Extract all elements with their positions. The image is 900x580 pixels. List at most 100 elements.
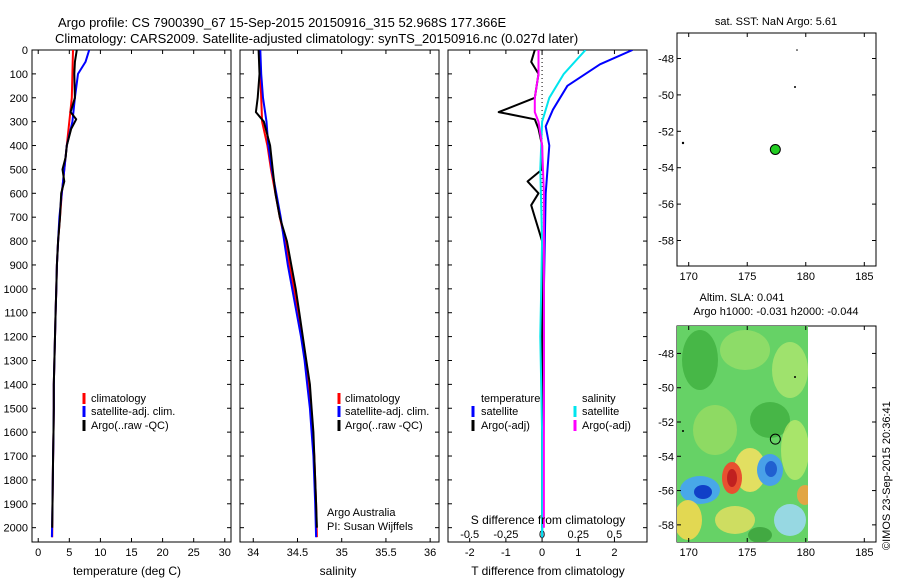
map-y-tick-label: -48: [658, 348, 674, 360]
y-tick-label: 1200: [4, 332, 28, 344]
legend-label: Argo(..raw -QC): [345, 420, 423, 432]
argo-position-marker: [769, 433, 781, 445]
sla-map-subtitle: Argo h1000: -0.031 h2000: -0.044: [693, 306, 858, 318]
sla-heatmap: [677, 326, 808, 542]
map-y-tick-label: -48: [658, 53, 674, 65]
series-salinity-argo-adj-: [533, 50, 545, 528]
y-tick-label: 300: [10, 117, 28, 129]
difference-legend: temperature satellite Argo(-adj) salinit…: [471, 393, 631, 432]
map-markers: [769, 144, 781, 445]
x-tick-label: -2: [465, 547, 475, 559]
x-tick-label: 2: [611, 547, 617, 559]
y-tick-label: 1300: [4, 355, 28, 367]
series-temperature-argo-adj-: [497, 50, 544, 528]
y-tick-label: 1100: [4, 308, 28, 320]
y-tick-label: 100: [10, 69, 28, 81]
series-climatology: [258, 50, 318, 538]
y-tick-label: 900: [10, 260, 28, 272]
map-x-tick-label: 175: [738, 271, 756, 283]
legend-label: satellite: [582, 406, 619, 418]
x-tick-label: 1: [575, 547, 581, 559]
y-tick-label: 400: [10, 141, 28, 153]
legend-heading-temperature: temperature: [481, 393, 540, 405]
map-dot: [682, 430, 684, 432]
map-y-tick-label: -50: [658, 90, 674, 102]
temperature-legend: climatology satellite-adj. clim. Argo(..…: [82, 393, 175, 432]
map-y-tick-label: -58: [658, 236, 674, 248]
x-tick-label: 34: [247, 547, 259, 559]
legend-label: climatology: [91, 393, 147, 405]
header-line1: Argo profile: CS 7900390_67 15-Sep-2015 …: [58, 15, 506, 30]
x-tick-label: 10: [94, 547, 106, 559]
temperature-axes: [31, 49, 232, 543]
y-tick-label: 1600: [4, 427, 28, 439]
x-tick-label: 0: [539, 547, 545, 559]
y-tick-label: 1500: [4, 403, 28, 415]
s-difference-label: S difference from climatology: [471, 513, 626, 527]
map-x-tick-label: 180: [797, 271, 815, 283]
legend-label: satellite-adj. clim.: [91, 406, 175, 418]
map-y-tick-label: -56: [658, 199, 674, 211]
x-tick-label: 35: [336, 547, 348, 559]
data-series: [50, 50, 633, 538]
panel-series: [254, 50, 318, 538]
x-tick-label: 36: [424, 547, 436, 559]
sst-map-title: sat. SST: NaN Argo: 5.61: [715, 16, 837, 28]
sst-map-axes: [676, 32, 877, 267]
legend-label: climatology: [345, 393, 401, 405]
legend-label: Argo(..raw -QC): [91, 420, 169, 432]
map-x-tick-label: 185: [855, 271, 873, 283]
map-x-tick-label: 170: [680, 271, 698, 283]
y-tick-label: 200: [10, 93, 28, 105]
y-tick-label: 1000: [4, 284, 28, 296]
sla-map-title: Altim. SLA: 0.041: [700, 292, 785, 304]
map-x-tick-label: 175: [738, 547, 756, 559]
s-tick-label: -0.25: [493, 529, 518, 541]
map-y-tick-label: -50: [658, 383, 674, 395]
map-dot: [794, 86, 796, 88]
y-tick-label: 600: [10, 188, 28, 200]
series-satellite-adj-clim-: [259, 50, 318, 538]
y-tick-label: 700: [10, 212, 28, 224]
salinity-xlabel: salinity: [320, 564, 357, 578]
series-satellite-adj-clim-: [50, 50, 91, 538]
x-tick-label: 35.5: [375, 547, 396, 559]
panel-series: [50, 50, 91, 538]
map-y-tick-label: -52: [658, 126, 674, 138]
watermark: ©IMOS 23-Sep-2015 20:36:41: [881, 401, 893, 550]
series-argo-raw-qc-: [51, 50, 78, 528]
annotation-pi: PI: Susan Wijffels: [327, 521, 413, 533]
map-dot: [794, 376, 796, 378]
x-tick-label: 20: [156, 547, 168, 559]
temperature-xlabel: temperature (deg C): [73, 564, 181, 578]
s-tick-label: -0.5: [460, 529, 479, 541]
map-x-tick-label: 180: [797, 547, 815, 559]
x-tick-label: 25: [188, 547, 200, 559]
map-y-tick-label: -58: [658, 520, 674, 532]
panel-series: [497, 50, 633, 538]
x-tick-label: 5: [66, 547, 72, 559]
annotation-institution: Argo Australia: [327, 507, 396, 519]
y-tick-label: 800: [10, 236, 28, 248]
salinity-axes: [239, 49, 440, 543]
argo-position-marker: [769, 144, 781, 155]
x-tick-label: 34.5: [287, 547, 308, 559]
series-salinity-satellite: [539, 50, 587, 538]
s-tick-label: 0.5: [607, 529, 622, 541]
difference-xlabel: T difference from climatology: [471, 564, 625, 578]
x-tick-label: -1: [501, 547, 511, 559]
map-y-tick-label: -54: [658, 163, 674, 175]
legend-label: satellite-adj. clim.: [345, 406, 429, 418]
axis-ticks: 0 5 10 15 20 25 300100200300400500600700800900…: [4, 33, 876, 559]
map-y-tick-label: -54: [658, 451, 674, 463]
map-x-tick-label: 170: [680, 547, 698, 559]
legend-label: Argo(-adj): [481, 420, 530, 432]
map-y-tick-label: -56: [658, 486, 674, 498]
legend-label: satellite: [481, 406, 518, 418]
difference-axes: [447, 49, 648, 543]
y-tick-label: 1700: [4, 451, 28, 463]
y-tick-label: 500: [10, 164, 28, 176]
x-tick-label: 15: [125, 547, 137, 559]
map-y-tick-label: -52: [658, 417, 674, 429]
